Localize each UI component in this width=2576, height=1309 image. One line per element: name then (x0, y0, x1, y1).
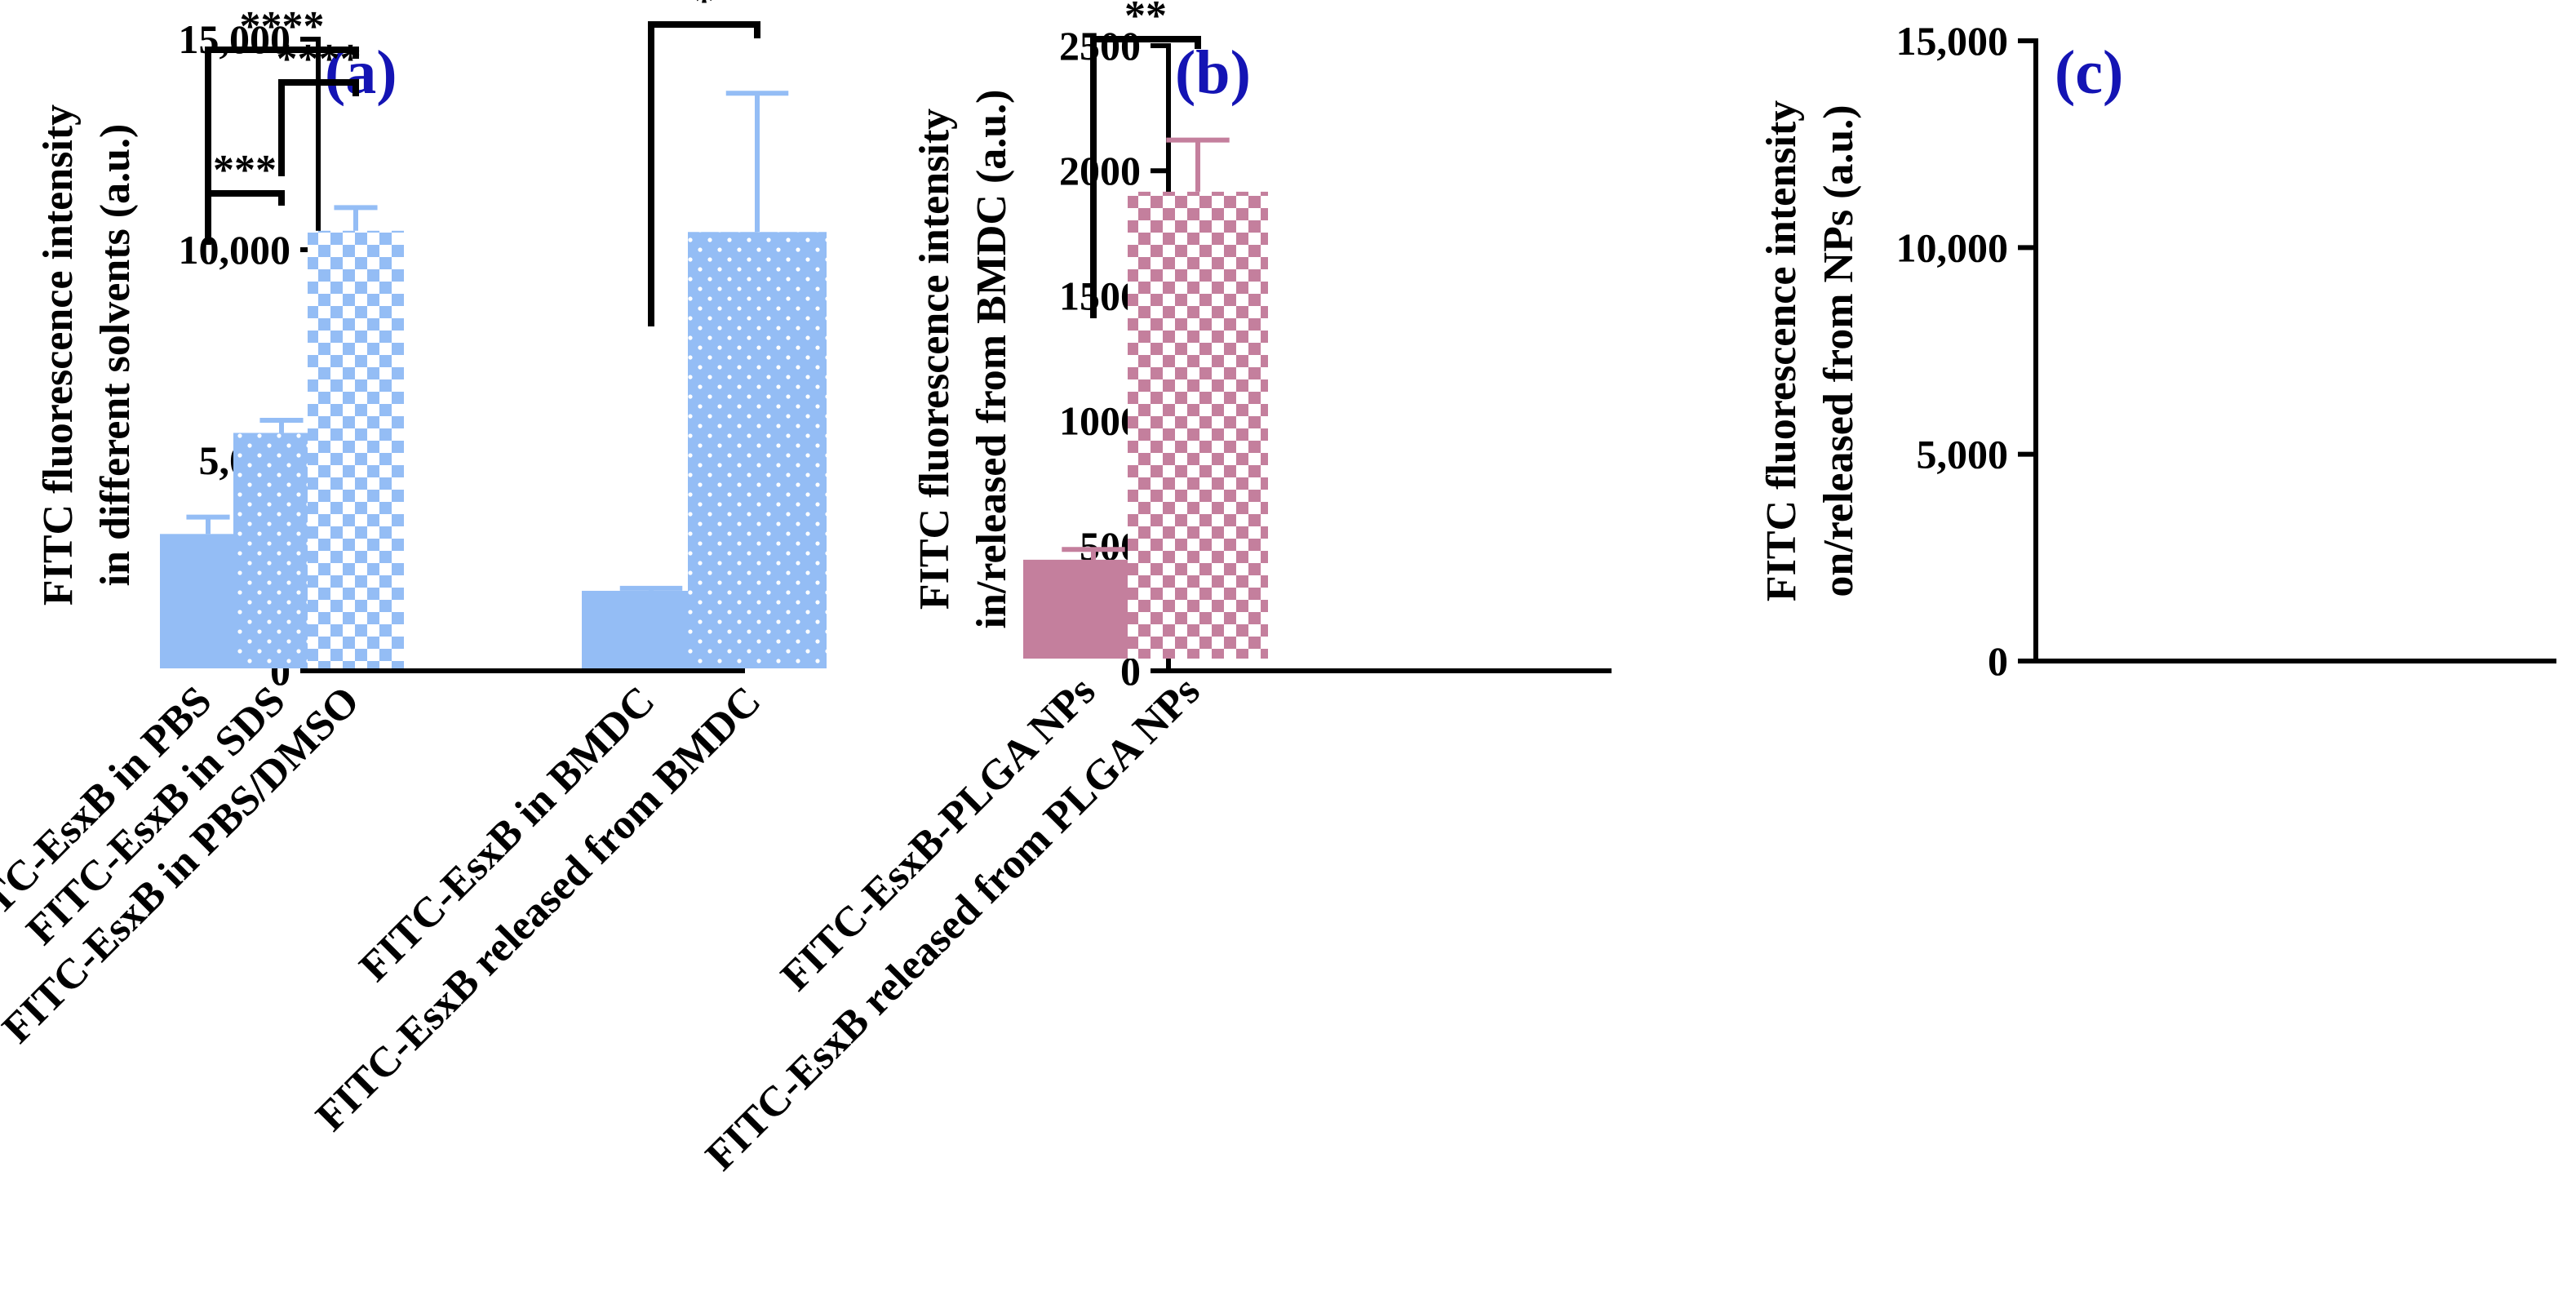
panel-label: (c) (2055, 38, 2123, 107)
panel-b: (b) FITC fluorescence intensity in/relea… (308, 0, 1612, 1140)
y-tick-label: 0 (1988, 638, 2008, 684)
bar (1128, 191, 1268, 659)
y-axis-label-line-2: in different solvents (a.u.) (92, 124, 139, 587)
y-ticks: 0 5,000 10,000 15,000 (1896, 18, 2036, 684)
x-tick-label: FITC-EsxB released from BMDC (308, 677, 770, 1140)
y-axis-label-line-1: FITC fluorescence intensity (911, 109, 958, 610)
bars (582, 91, 827, 668)
y-axis-label: FITC fluorescence intensity in different… (35, 104, 139, 606)
significance-bracket (205, 47, 359, 245)
y-tick-label: 15,000 (1896, 18, 2009, 64)
significance-bracket (1090, 36, 1201, 318)
bars (160, 205, 404, 668)
y-tick-label: 2000 (1059, 148, 1141, 193)
significance-brackets: *********** (205, 3, 361, 245)
y-axis-label-line-1: FITC fluorescence intensity (35, 104, 82, 606)
y-tick-label: 1000 (1059, 398, 1141, 444)
significance-label: * (694, 0, 715, 24)
y-axis-label-line-1: FITC fluorescence intensity (1758, 100, 1805, 601)
significance-brackets: * (648, 0, 760, 326)
y-tick-label: 2500 (1059, 23, 1141, 69)
significance-brackets: ** (1090, 0, 1201, 318)
y-tick-label: 1500 (1059, 273, 1141, 318)
significance-label: *** (213, 147, 277, 193)
panel-a: (a) FITC fluorescence intensity in diffe… (0, 3, 745, 1052)
significance-bracket (278, 79, 359, 176)
y-axis-label-line-2: on/released from NPs (a.u.) (1816, 104, 1862, 597)
y-tick-label: 10,000 (179, 227, 291, 273)
y-axis-label: FITC fluorescence intensity in/released … (911, 90, 1015, 629)
y-tick-label: 10,000 (1896, 224, 2009, 270)
y-axis-label-line-2: in/released from BMDC (a.u.) (969, 90, 1015, 629)
significance-label: ** (1124, 0, 1167, 39)
significance-bracket (648, 21, 760, 326)
bar (308, 230, 404, 668)
bars (1023, 137, 1268, 659)
bar (688, 232, 827, 668)
x-tick-label: FITC-EsxB released from PLGA NPs (697, 668, 1208, 1179)
y-tick-label: 15,000 (179, 16, 291, 62)
y-axis-label: FITC fluorescence intensity on/released … (1758, 100, 1862, 601)
panel-label: (b) (1175, 38, 1251, 107)
significance-label: **** (240, 3, 325, 50)
significance-label: **** (277, 36, 361, 82)
y-tick-label: 5,000 (1917, 432, 2009, 477)
